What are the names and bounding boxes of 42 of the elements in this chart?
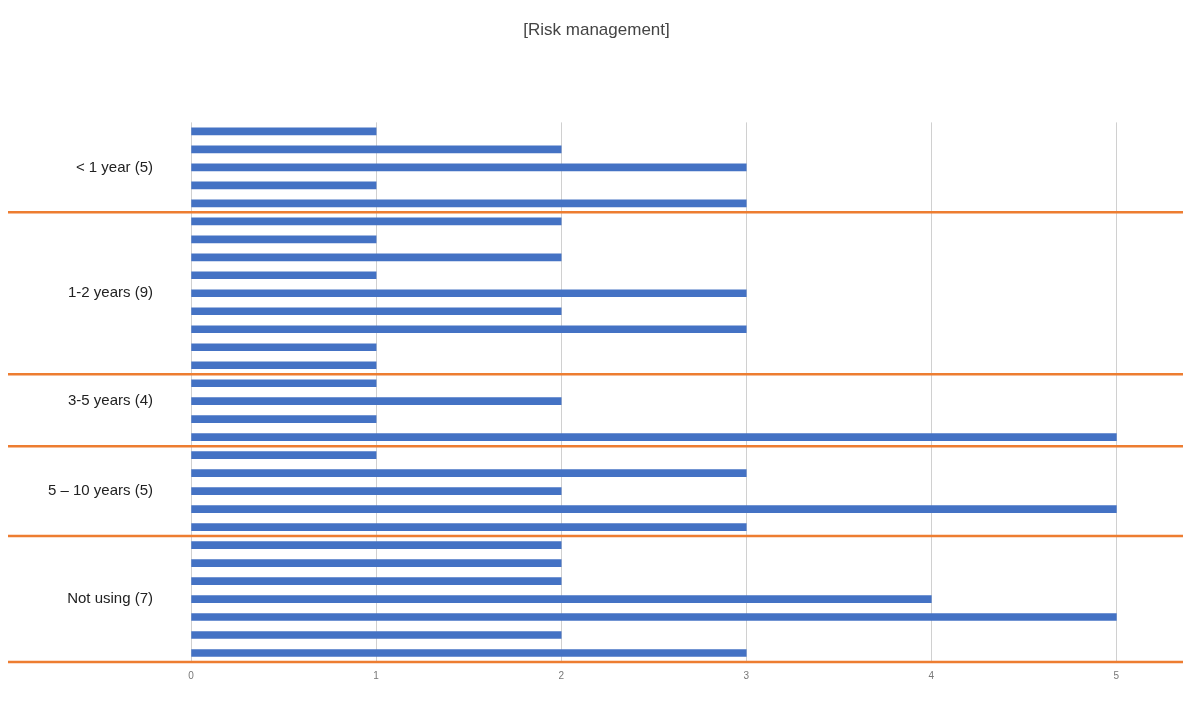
- bar: [191, 217, 562, 226]
- bar: [191, 199, 747, 208]
- x-tick-label: 4: [928, 669, 935, 681]
- bar: [191, 523, 747, 531]
- bar: [191, 325, 747, 334]
- bar: [191, 343, 377, 352]
- y-tick-label: Not using (7): [67, 589, 154, 607]
- bar: [191, 163, 747, 172]
- bar: [191, 127, 377, 136]
- bar: [191, 379, 377, 388]
- y-tick-label: 3-5 years (4): [68, 391, 154, 409]
- bar: [191, 289, 747, 298]
- bar: [191, 253, 562, 262]
- bar: [191, 181, 377, 190]
- x-tick-label: 1: [373, 669, 380, 681]
- bar: [191, 361, 377, 370]
- bar: [191, 595, 932, 603]
- bar: [191, 415, 377, 424]
- bar: [191, 307, 562, 316]
- x-tick-label: 3: [743, 669, 750, 681]
- bar: [191, 271, 377, 280]
- x-tick-label: 5: [1113, 669, 1120, 681]
- bar: [191, 451, 377, 459]
- y-tick-label: 1-2 years (9): [68, 283, 154, 301]
- chart-title: [Risk management]: [523, 19, 670, 39]
- bar: [191, 649, 747, 657]
- bar: [191, 577, 562, 585]
- bar: [191, 397, 562, 406]
- bar: [191, 469, 747, 477]
- bar: [191, 505, 1117, 513]
- bar: [191, 145, 562, 154]
- bar: [191, 433, 1117, 441]
- y-tick-label: 5 – 10 years (5): [47, 481, 154, 499]
- bar: [191, 631, 562, 639]
- y-tick-label: < 1 year (5): [75, 157, 154, 175]
- bar: [191, 235, 377, 244]
- bar: [191, 541, 562, 549]
- x-tick-label: 2: [558, 669, 565, 681]
- bar: [191, 613, 1117, 621]
- x-tick-label: 0: [188, 669, 195, 681]
- bar: [191, 487, 562, 495]
- bar: [191, 559, 562, 567]
